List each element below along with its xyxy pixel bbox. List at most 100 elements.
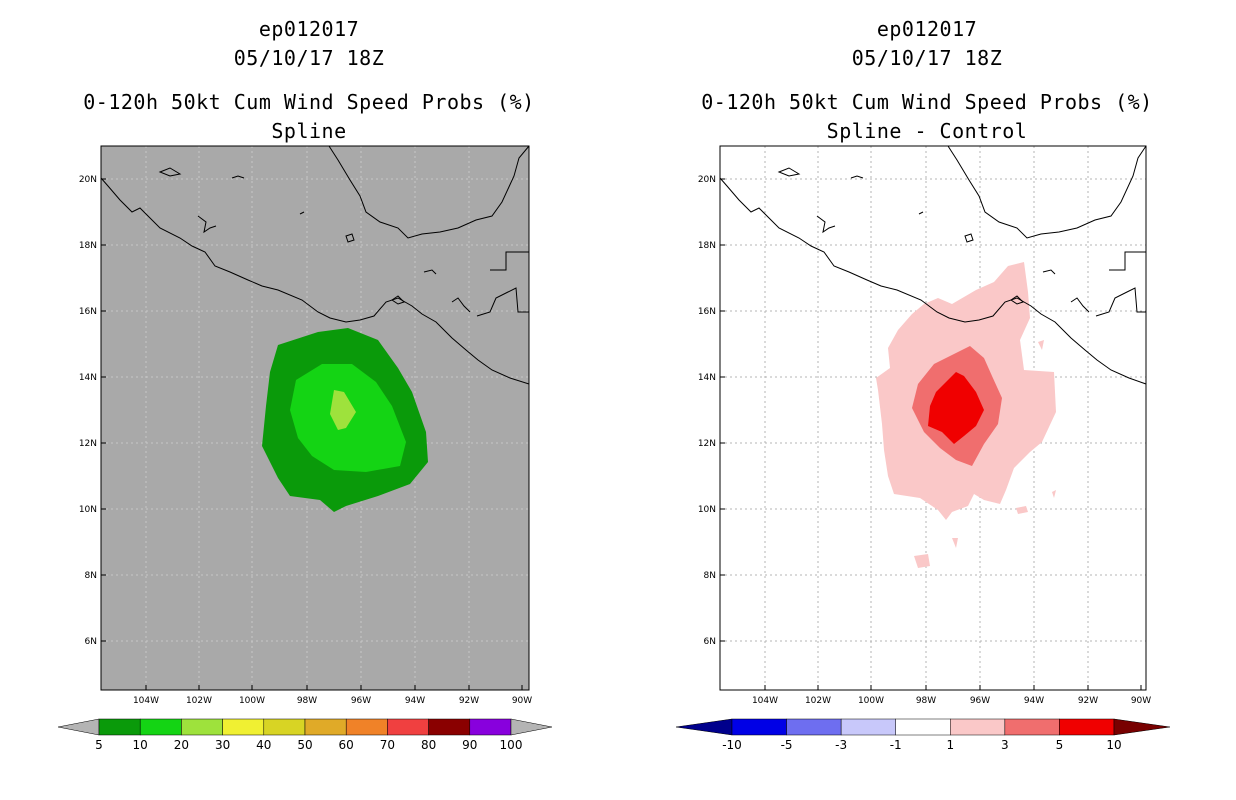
colorbar-swatch: [428, 718, 471, 736]
lon-label: 92W: [459, 696, 479, 706]
contour-diff-1-island: [914, 554, 930, 568]
colorbar-swatch: [98, 718, 141, 736]
colorbar-arrow-right: [510, 718, 553, 736]
contour-diff-5: [928, 372, 984, 444]
lat-label: 20N: [79, 175, 97, 185]
lon-label: 102W: [186, 696, 212, 706]
coastline: [100, 145, 530, 385]
colorbar-label: 30: [215, 738, 230, 752]
colorbar-label: 40: [256, 738, 271, 752]
longitude-labels: 104W 102W 100W 98W 96W 94W 92W 90W: [752, 685, 1151, 706]
lon-label: 90W: [1131, 696, 1151, 706]
colorbar-label: 10: [133, 738, 148, 752]
lat-label: 6N: [704, 637, 716, 647]
lon-label: 94W: [405, 696, 425, 706]
lon-label: 100W: [239, 696, 265, 706]
contour-20pct: [330, 390, 356, 430]
colorbar-label: 5: [1056, 738, 1064, 752]
datetime-title: 05/10/17 18Z: [233, 46, 385, 70]
colorbar-swatch: [304, 718, 347, 736]
lat-label: 8N: [85, 571, 97, 581]
storm-id-title: ep012017: [876, 17, 978, 41]
lon-label: 100W: [858, 696, 884, 706]
lon-label: 104W: [133, 696, 159, 706]
panel-subtitle: Spline: [271, 119, 347, 143]
lat-label: 20N: [698, 175, 716, 185]
colorbar-arrow-right: [1113, 718, 1171, 736]
lat-lon-grid: [720, 146, 1146, 690]
colorbar-label: 80: [421, 738, 436, 752]
colorbar-swatch: [139, 718, 182, 736]
lon-label: 98W: [297, 696, 317, 706]
colorbar-label: -3: [835, 738, 847, 752]
latitude-labels: 20N 18N 16N 14N 12N 10N 8N 6N: [698, 175, 725, 647]
colorbar-label: 10: [1106, 738, 1121, 752]
lat-label: 14N: [698, 373, 716, 383]
panel-subtitle: Spline - Control: [826, 119, 1028, 143]
colorbar-swatch: [263, 718, 306, 736]
map-frame: [100, 145, 530, 691]
colorbar-swatch: [1004, 718, 1060, 736]
colorbar-swatch: [469, 718, 512, 736]
contour-diff-1-island: [952, 538, 958, 548]
lat-label: 18N: [698, 241, 716, 251]
colorbar-swatch: [345, 718, 388, 736]
colorbar-swatch: [950, 718, 1006, 736]
storm-id-title: ep012017: [258, 17, 360, 41]
lon-label: 96W: [351, 696, 371, 706]
product-title: 0-120h 50kt Cum Wind Speed Probs (%): [83, 90, 535, 114]
panel-spline-minus-control: ep012017 05/10/17 18Z 0-120h 50kt Cum Wi…: [618, 0, 1236, 800]
lat-label: 10N: [698, 505, 716, 515]
colorbar-label: 5: [95, 738, 103, 752]
lat-label: 10N: [79, 505, 97, 515]
lon-label: 94W: [1024, 696, 1044, 706]
lon-label: 96W: [970, 696, 990, 706]
colorbar-label: 20: [174, 738, 189, 752]
lat-label: 16N: [698, 307, 716, 317]
colorbar-arrow-left: [57, 718, 100, 736]
colorbar-swatch: [222, 718, 265, 736]
contour-diff-1-island: [1016, 506, 1028, 514]
colorbar-label: 90: [462, 738, 477, 752]
lat-label: 16N: [79, 307, 97, 317]
contour-diff-1-island: [1052, 490, 1056, 498]
lat-label: 8N: [704, 571, 716, 581]
colorbar: 5 10 20 30 40 50 60 70 80 90 100: [57, 718, 553, 752]
colorbar-label: 70: [380, 738, 395, 752]
lat-label: 12N: [698, 439, 716, 449]
panel-spline: ep012017 05/10/17 18Z 0-120h 50kt Cum Wi…: [57, 17, 553, 752]
colorbar-label: 3: [1001, 738, 1009, 752]
product-title: 0-120h 50kt Cum Wind Speed Probs (%): [701, 90, 1153, 114]
datetime-title: 05/10/17 18Z: [851, 46, 1003, 70]
lon-label: 98W: [916, 696, 936, 706]
lon-label: 92W: [1078, 696, 1098, 706]
colorbar-arrow-left: [675, 718, 733, 736]
latitude-labels: 20N 18N 16N 14N 12N 10N 8N 6N: [79, 175, 106, 647]
colorbar-swatch: [387, 718, 429, 736]
longitude-labels: 104W 102W 100W 98W 96W 94W 92W 90W: [133, 685, 532, 706]
lon-label: 90W: [512, 696, 532, 706]
coastline: [719, 145, 1147, 385]
colorbar-label: -10: [722, 738, 742, 752]
lat-label: 12N: [79, 439, 97, 449]
colorbar: -10 -5 -3 -1 1 3 5 10: [675, 718, 1171, 752]
colorbar-label: 50: [297, 738, 312, 752]
colorbar-swatch: [731, 718, 787, 736]
map-frame: [719, 145, 1147, 691]
colorbar-label: -5: [781, 738, 793, 752]
map-figure: 20N 18N 16N 14N 12N 10N 8N 6N 104W 102W 100W 98W 96…: [57, 145, 553, 752]
colorbar-swatch: [895, 718, 951, 736]
lat-label: 6N: [85, 637, 97, 647]
map-figure: 20N 18N 16N 14N 12N 10N 8N 6N 104W 102W 100W 98W 96…: [675, 145, 1171, 752]
lat-label: 18N: [79, 241, 97, 251]
colorbar-swatch: [840, 718, 896, 736]
colorbar-swatch: [181, 718, 223, 736]
contour-diff-1-island: [1038, 340, 1044, 350]
lon-label: 104W: [752, 696, 778, 706]
lat-label: 14N: [79, 373, 97, 383]
lon-label: 102W: [805, 696, 831, 706]
colorbar-label: 60: [339, 738, 354, 752]
colorbar-label: 1: [946, 738, 954, 752]
colorbar-swatch: [1059, 718, 1115, 736]
colorbar-label: -1: [890, 738, 902, 752]
